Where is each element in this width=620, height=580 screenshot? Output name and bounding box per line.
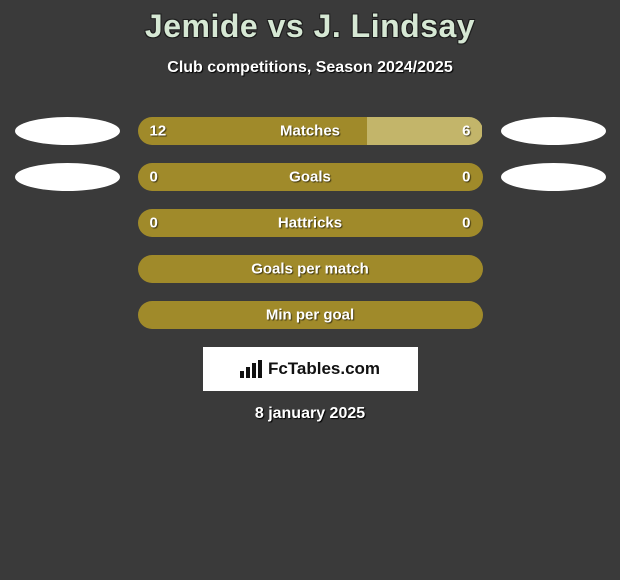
date-label: 8 january 2025 bbox=[0, 405, 620, 423]
stat-row: 0 0 Goals bbox=[0, 163, 620, 191]
stat-rows: 12 6 Matches 0 0 Goals 0 0 Hattricks Goals per ma… bbox=[0, 117, 620, 329]
right-ellipse bbox=[501, 117, 606, 145]
stat-label: Matches bbox=[280, 123, 340, 140]
badge-text: FcTables.com bbox=[268, 359, 380, 379]
source-badge[interactable]: FcTables.com bbox=[203, 347, 418, 391]
stat-label: Hattricks bbox=[278, 215, 342, 232]
left-ellipse bbox=[15, 163, 120, 191]
stat-row: Min per goal bbox=[0, 301, 620, 329]
stat-row: 12 6 Matches bbox=[0, 117, 620, 145]
left-value: 0 bbox=[150, 215, 158, 232]
stat-label: Min per goal bbox=[266, 307, 354, 324]
stat-row: 0 0 Hattricks bbox=[0, 209, 620, 237]
right-value: 0 bbox=[462, 215, 470, 232]
stat-bar: 0 0 Hattricks bbox=[138, 209, 483, 237]
stat-bar: Goals per match bbox=[138, 255, 483, 283]
bar-chart-icon bbox=[240, 360, 262, 378]
stat-label: Goals per match bbox=[251, 261, 369, 278]
left-value: 0 bbox=[150, 169, 158, 186]
comparison-card: Jemide vs J. Lindsay Club competitions, … bbox=[0, 0, 620, 423]
stat-bar: 0 0 Goals bbox=[138, 163, 483, 191]
left-value: 12 bbox=[150, 123, 167, 140]
left-ellipse bbox=[15, 117, 120, 145]
page-title: Jemide vs J. Lindsay bbox=[0, 8, 620, 45]
subtitle: Club competitions, Season 2024/2025 bbox=[0, 59, 620, 77]
stat-label: Goals bbox=[289, 169, 331, 186]
right-value: 6 bbox=[462, 123, 470, 140]
stat-bar: Min per goal bbox=[138, 301, 483, 329]
stat-row: Goals per match bbox=[0, 255, 620, 283]
right-ellipse bbox=[501, 163, 606, 191]
right-value: 0 bbox=[462, 169, 470, 186]
stat-bar: 12 6 Matches bbox=[138, 117, 483, 145]
